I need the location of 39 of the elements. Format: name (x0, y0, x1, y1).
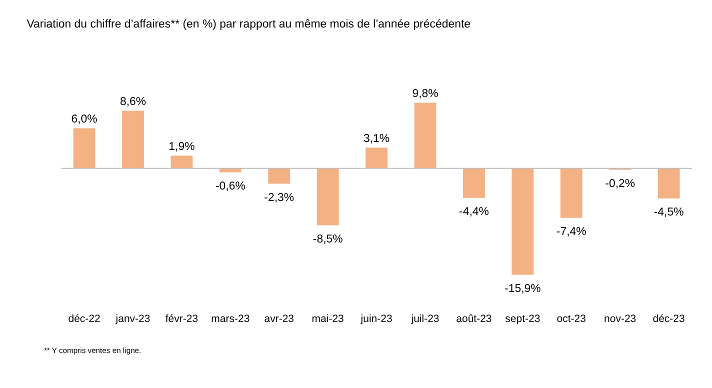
bar (268, 168, 290, 184)
x-tick-label: janv-23 (114, 313, 150, 326)
data-label: 6,0% (71, 113, 98, 126)
x-tick-label: oct-23 (556, 313, 586, 326)
bar (366, 148, 388, 168)
bar (463, 168, 485, 198)
data-label: -7,4% (556, 226, 586, 238)
data-label: -0,6% (215, 180, 246, 193)
text: ** Y compris ventes en ligne. (44, 346, 142, 356)
bar (170, 156, 193, 168)
data-label: 8,6% (120, 96, 146, 108)
data-label: -4,4% (459, 206, 489, 218)
bar (316, 168, 339, 226)
bar (414, 102, 436, 168)
data-label: -4,5% (654, 206, 684, 219)
data-label: 1,9% (168, 140, 195, 153)
x-tick-label: août-23 (456, 313, 492, 326)
x-tick-label: déc-23 (652, 313, 686, 326)
x-tick-label: mars-23 (211, 313, 250, 326)
bar (73, 128, 96, 168)
x-tick-label: mai-23 (312, 313, 344, 326)
x-tick-label: juil-23 (410, 313, 440, 326)
x-tick-label: avr-23 (264, 313, 294, 326)
x-tick-label: sept-23 (505, 313, 540, 326)
data-label: -8,5% (312, 233, 343, 246)
data-label: 3,1% (363, 132, 390, 145)
x-tick-label: juin-23 (360, 313, 392, 326)
data-label: -15,9% (504, 282, 541, 295)
x-tick-label: févr-23 (165, 313, 198, 326)
bar (560, 168, 582, 218)
data-label: 9,8% (412, 88, 438, 100)
bar (658, 168, 680, 198)
chart-title: Variation du chiffre d’affaires** (en %) par rapport au même mois de l’année précédente (26, 18, 471, 30)
bar (512, 168, 534, 275)
x-tick-label: nov-23 (604, 313, 636, 326)
data-label: -2,3% (264, 192, 294, 204)
x-tick-label: déc-22 (68, 313, 101, 326)
bar (122, 110, 144, 168)
data-label: -0,2% (605, 178, 636, 190)
